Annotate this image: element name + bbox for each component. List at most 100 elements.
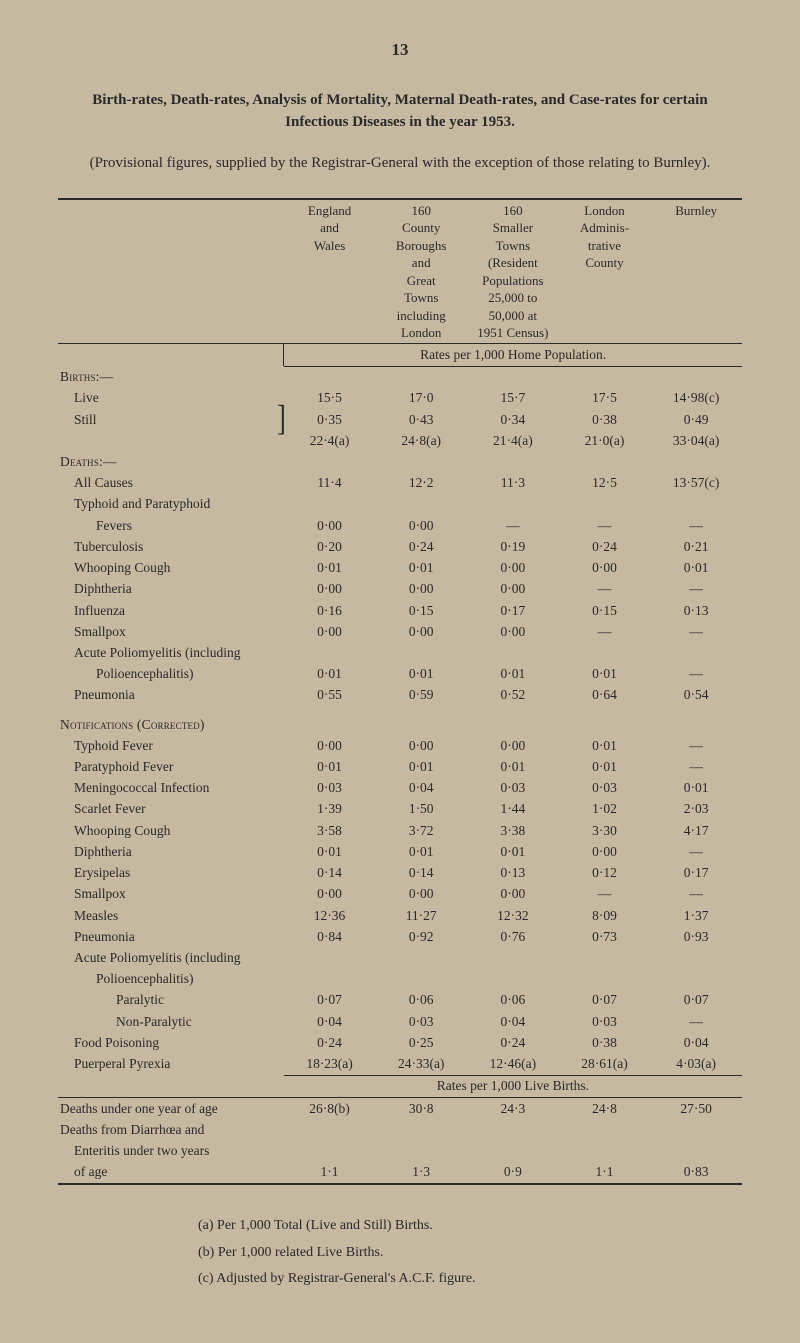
row-label: Whooping Cough xyxy=(58,820,284,841)
table-row: Pneumonia0·550·590·520·640·54 xyxy=(58,685,742,706)
cell: 0·14 xyxy=(375,863,467,884)
cell: 3·30 xyxy=(559,820,651,841)
row-label: All Causes xyxy=(58,473,284,494)
col-header-boroughs: 160 County Boroughs and Great Towns incl… xyxy=(375,200,467,343)
cell: 0·24 xyxy=(559,536,651,557)
cell: 11·27 xyxy=(375,905,467,926)
cell: — xyxy=(467,515,559,536)
cell: 4·17 xyxy=(650,820,742,841)
cell: 0·00 xyxy=(284,579,376,600)
cell: 0·15 xyxy=(375,600,467,621)
table-row: All Causes11·412·211·312·513·57(c) xyxy=(58,473,742,494)
cell: 1·02 xyxy=(559,799,651,820)
cell: 0·00 xyxy=(375,515,467,536)
cell xyxy=(559,969,651,990)
row-label: Live xyxy=(58,388,284,409)
row-label: Typhoid Fever xyxy=(58,735,284,756)
cell: 1·1 xyxy=(284,1162,376,1183)
table-row: Deaths from Diarrhœa and xyxy=(58,1119,742,1140)
cell: 0·00 xyxy=(467,579,559,600)
cell xyxy=(284,1140,376,1161)
cell: 0·01 xyxy=(284,841,376,862)
cell: 24·8 xyxy=(559,1098,651,1119)
footnote-c: (c) Adjusted by Registrar-General's A.C.… xyxy=(198,1266,742,1293)
cell: — xyxy=(650,579,742,600)
row-label: Polioencephalitis) xyxy=(58,969,284,990)
cell: 15·5 xyxy=(284,388,376,409)
cell: 18·23(a) xyxy=(284,1054,376,1075)
row-label: Pneumonia xyxy=(58,926,284,947)
column-headers-row: England and Wales 160 County Boroughs an… xyxy=(58,200,742,343)
row-label: Diphtheria xyxy=(58,841,284,862)
cell: — xyxy=(559,621,651,642)
cell: 0·54 xyxy=(650,685,742,706)
row-label: Tuberculosis xyxy=(58,536,284,557)
table-row: Diphtheria0·000·000·00—— xyxy=(58,579,742,600)
cell xyxy=(467,642,559,663)
row-label: Puerperal Pyrexia xyxy=(58,1054,284,1075)
cell xyxy=(467,494,559,515)
cell xyxy=(284,642,376,663)
cell: 0·52 xyxy=(467,685,559,706)
cell: 0·15 xyxy=(559,600,651,621)
table-row: Typhoid and Paratyphoid xyxy=(58,494,742,515)
cell: 0·83 xyxy=(650,1162,742,1183)
cell xyxy=(284,969,376,990)
cell xyxy=(559,1140,651,1161)
cell: 0·43 xyxy=(375,409,467,430)
col-header-england: England and Wales xyxy=(284,200,376,343)
cell: 14·98(c) xyxy=(650,388,742,409)
cell: 0·16 xyxy=(284,600,376,621)
cell: 0·06 xyxy=(467,990,559,1011)
rates-label-2: Rates per 1,000 Live Births. xyxy=(284,1076,742,1097)
cell: 12·36 xyxy=(284,905,376,926)
table-row: of age1·11·30·91·10·83 xyxy=(58,1162,742,1183)
table-row: Deaths under one year of age26·8(b)30·82… xyxy=(58,1098,742,1119)
cell: 0·01 xyxy=(559,735,651,756)
cell: 0·01 xyxy=(375,757,467,778)
cell: 28·61(a) xyxy=(559,1054,651,1075)
cell: 0·24 xyxy=(284,1032,376,1053)
table-row: Typhoid Fever0·000·000·000·01— xyxy=(58,735,742,756)
cell: 0·00 xyxy=(375,621,467,642)
rule-bottom xyxy=(58,1183,742,1185)
cell: 24·33(a) xyxy=(375,1054,467,1075)
cell: 0·00 xyxy=(375,579,467,600)
cell xyxy=(650,1140,742,1161)
cell: 1·1 xyxy=(559,1162,651,1183)
cell: 0·03 xyxy=(559,1011,651,1032)
cell: 33·04(a) xyxy=(650,430,742,451)
cell: 0·04 xyxy=(467,1011,559,1032)
row-label: Paralytic xyxy=(58,990,284,1011)
cell: 0·49 xyxy=(650,409,742,430)
main-title: Birth-rates, Death-rates, Analysis of Mo… xyxy=(58,90,742,134)
col-header-london: London Adminis- trative County xyxy=(559,200,651,343)
cell: 0·01 xyxy=(559,664,651,685)
cell: 0·03 xyxy=(375,1011,467,1032)
body-table: Births:— Live15·517·015·717·514·98(c)Sti… xyxy=(58,367,742,1075)
cell xyxy=(650,642,742,663)
table-row: Still0·350·430·340·380·49 xyxy=(58,409,742,430)
cell: 0·92 xyxy=(375,926,467,947)
cell: — xyxy=(559,515,651,536)
births-heading: Births:— xyxy=(58,367,284,388)
cell: 13·57(c) xyxy=(650,473,742,494)
cell: 0·73 xyxy=(559,926,651,947)
cell: 0·76 xyxy=(467,926,559,947)
table-row: Whooping Cough3·583·723·383·304·17 xyxy=(58,820,742,841)
cell: 0·14 xyxy=(284,863,376,884)
cell: 0·9 xyxy=(467,1162,559,1183)
row-label: Scarlet Fever xyxy=(58,799,284,820)
cell: 0·04 xyxy=(650,1032,742,1053)
cell: 0·00 xyxy=(467,735,559,756)
cell xyxy=(284,494,376,515)
cell: 0·01 xyxy=(467,664,559,685)
cell: 0·00 xyxy=(375,735,467,756)
row-label: Measles xyxy=(58,905,284,926)
row-label: Influenza xyxy=(58,600,284,621)
table-row: Pneumonia0·840·920·760·730·93 xyxy=(58,926,742,947)
table-row: Smallpox0·000·000·00—— xyxy=(58,884,742,905)
cell: 0·00 xyxy=(284,735,376,756)
cell xyxy=(650,948,742,969)
cell: 0·21 xyxy=(650,536,742,557)
